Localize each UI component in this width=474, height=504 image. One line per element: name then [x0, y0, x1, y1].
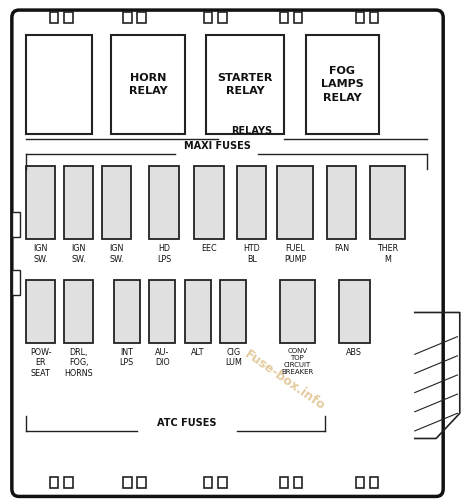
- Text: IGN
SW.: IGN SW.: [34, 244, 48, 264]
- Bar: [12, 212, 20, 237]
- Text: STARTER
RELAY: STARTER RELAY: [218, 73, 273, 96]
- Bar: [277, 166, 313, 239]
- Bar: [111, 35, 185, 134]
- Text: HD
LPS: HD LPS: [157, 244, 171, 264]
- Bar: [204, 12, 212, 23]
- Bar: [327, 166, 356, 239]
- Bar: [64, 477, 73, 488]
- Bar: [194, 166, 224, 239]
- Bar: [123, 477, 132, 488]
- Bar: [370, 12, 378, 23]
- Text: AU-
DIO: AU- DIO: [155, 348, 170, 367]
- Bar: [149, 280, 175, 343]
- Text: FOG
LAMPS
RELAY: FOG LAMPS RELAY: [321, 66, 364, 103]
- Text: MAXI FUSES: MAXI FUSES: [183, 141, 251, 151]
- Bar: [26, 280, 55, 343]
- Bar: [123, 12, 132, 23]
- Bar: [114, 280, 140, 343]
- Bar: [370, 477, 378, 488]
- Bar: [280, 280, 315, 343]
- Text: HORN
RELAY: HORN RELAY: [129, 73, 167, 96]
- Bar: [137, 477, 146, 488]
- Bar: [356, 12, 364, 23]
- Bar: [370, 166, 405, 239]
- Text: IGN
SW.: IGN SW.: [72, 244, 86, 264]
- Bar: [26, 166, 55, 239]
- Bar: [356, 477, 364, 488]
- Bar: [185, 280, 211, 343]
- Bar: [50, 12, 58, 23]
- Bar: [50, 477, 58, 488]
- Bar: [64, 166, 93, 239]
- Bar: [237, 166, 266, 239]
- Bar: [26, 35, 92, 134]
- Bar: [64, 280, 93, 343]
- Bar: [280, 477, 288, 488]
- Bar: [149, 166, 179, 239]
- Text: EEC: EEC: [201, 244, 217, 254]
- Text: IGN
SW.: IGN SW.: [109, 244, 124, 264]
- Bar: [204, 477, 212, 488]
- Text: FAN: FAN: [334, 244, 349, 254]
- Text: RELAYS: RELAYS: [231, 126, 272, 136]
- Bar: [102, 166, 131, 239]
- Bar: [12, 270, 20, 295]
- Text: Fuse-box.info: Fuse-box.info: [242, 348, 327, 413]
- Bar: [64, 12, 73, 23]
- Text: CONV
TOP
CIRCUIT
BREAKER: CONV TOP CIRCUIT BREAKER: [281, 348, 314, 375]
- Bar: [339, 280, 370, 343]
- Bar: [218, 12, 227, 23]
- Bar: [294, 12, 302, 23]
- Text: DRL,
FOG,
HORNS: DRL, FOG, HORNS: [64, 348, 93, 377]
- Text: ATC FUSES: ATC FUSES: [157, 418, 217, 428]
- Text: INT
LPS: INT LPS: [119, 348, 134, 367]
- Bar: [294, 477, 302, 488]
- Text: THER
M: THER M: [377, 244, 398, 264]
- Bar: [206, 35, 284, 134]
- Text: ABS: ABS: [346, 348, 362, 357]
- Text: CIG
LUM: CIG LUM: [225, 348, 242, 367]
- Bar: [220, 280, 246, 343]
- Bar: [280, 12, 288, 23]
- FancyBboxPatch shape: [12, 10, 443, 496]
- Text: HTD
BL: HTD BL: [243, 244, 260, 264]
- Text: POW-
ER
SEAT: POW- ER SEAT: [30, 348, 52, 377]
- Bar: [306, 35, 379, 134]
- Bar: [218, 477, 227, 488]
- Text: ALT: ALT: [191, 348, 205, 357]
- Text: FUEL
PUMP: FUEL PUMP: [284, 244, 306, 264]
- Bar: [137, 12, 146, 23]
